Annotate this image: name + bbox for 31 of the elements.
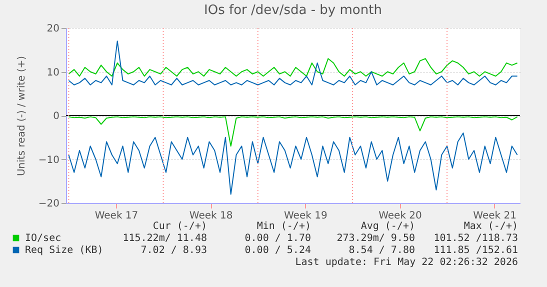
text: Min (-/+)	[256, 221, 311, 232]
text: 0.00 / 1.70	[244, 233, 311, 244]
text: 273.29m/ 9.50	[336, 233, 415, 244]
text: Cur (-/+)	[152, 221, 207, 232]
text: 101.52 /118.73	[434, 233, 518, 244]
x-tick-label: Week 17	[94, 210, 138, 222]
x-tick-label: Week 19	[284, 210, 328, 222]
x-tick-label: Week 20	[378, 210, 422, 222]
text: 0.00 / 5.24	[244, 245, 311, 256]
y-tick-label: 0	[53, 111, 60, 122]
y-tick-label: −20	[38, 198, 60, 210]
text: 8.54 / 7.80	[348, 245, 415, 256]
y-tick-label: 20	[46, 24, 60, 34]
y-tick-label: 10	[46, 67, 60, 78]
legend-label: Req Size (KB)	[25, 245, 104, 256]
y-tick-label: −10	[38, 154, 60, 166]
line-series	[68, 116, 518, 147]
y-axis-title: Units read (-) / write (+)	[16, 56, 28, 176]
line-series	[68, 40, 518, 86]
text: Last update: Fri May 22 02:26:32 2026	[295, 257, 518, 268]
text: Max (-/+)	[464, 221, 518, 232]
x-tick-label: Week 18	[189, 210, 233, 222]
legend-label: IO/sec	[25, 233, 62, 244]
text: Avg (-/+)	[360, 221, 415, 232]
x-tick-label: Week 21	[473, 210, 516, 222]
line-series	[68, 58, 518, 77]
line-series	[68, 132, 518, 195]
text: 111.85 /152.61	[434, 245, 518, 256]
chart-title: IOs for /dev/sda - by month	[204, 3, 382, 18]
text: 115.22m/ 11.48	[122, 233, 207, 244]
text: 7.02 / 8.93	[140, 245, 207, 256]
